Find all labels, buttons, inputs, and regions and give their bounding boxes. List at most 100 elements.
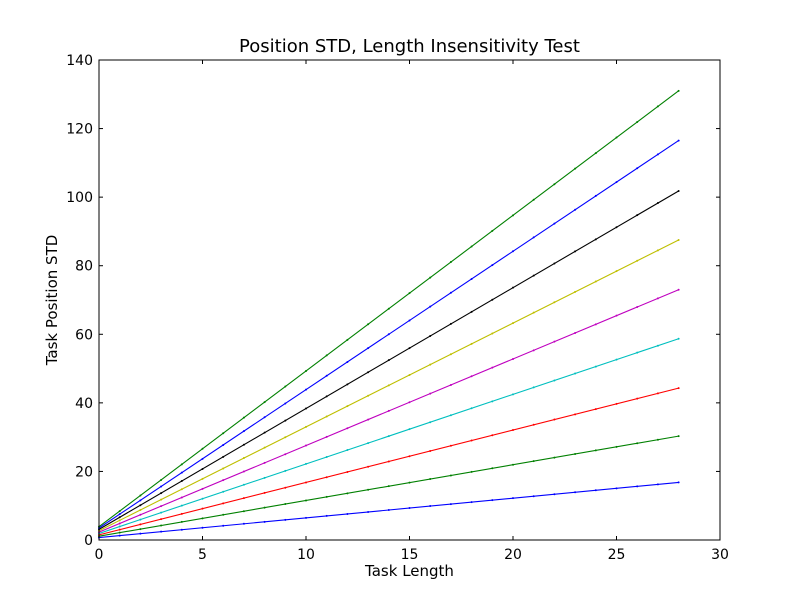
data-point — [677, 481, 680, 484]
x-tick-label: 0 — [95, 547, 104, 563]
data-point — [532, 274, 535, 277]
data-point — [139, 504, 142, 507]
data-point — [429, 305, 432, 308]
data-point — [180, 520, 183, 523]
data-point — [574, 372, 577, 375]
data-point — [677, 139, 680, 142]
data-point — [242, 510, 245, 513]
data-point — [367, 394, 370, 397]
data-point — [656, 392, 659, 395]
data-point — [284, 503, 287, 506]
data-point — [408, 347, 411, 350]
data-point — [656, 438, 659, 441]
data-point — [553, 262, 556, 265]
data-point — [470, 407, 473, 410]
data-point — [491, 434, 494, 437]
data-point — [408, 507, 411, 510]
data-point — [656, 483, 659, 486]
data-point — [429, 478, 432, 481]
data-point — [615, 487, 618, 490]
data-point — [201, 497, 204, 500]
data-point — [222, 479, 225, 482]
y-tick-label: 60 — [75, 327, 93, 343]
data-point — [470, 342, 473, 345]
data-point — [305, 369, 307, 372]
data-point — [284, 385, 287, 388]
data-point — [305, 516, 307, 519]
data-point — [242, 443, 245, 446]
data-point — [367, 465, 370, 468]
data-point — [242, 457, 245, 460]
data-point — [636, 259, 639, 262]
data-point — [449, 444, 452, 447]
data-point — [118, 522, 121, 525]
data-point — [594, 365, 597, 368]
data-point — [222, 432, 225, 435]
data-point — [160, 478, 163, 481]
data-point — [222, 524, 225, 527]
data-point — [305, 499, 307, 502]
tick-layer: 0 5 10 15 20 25 30 0 20 40 60 80 100 120 140 — [66, 53, 729, 563]
data-point — [160, 492, 163, 495]
data-point — [387, 485, 390, 488]
data-point — [387, 333, 390, 336]
data-point — [325, 476, 328, 479]
data-point — [532, 349, 535, 352]
data-point — [346, 338, 349, 341]
data-point — [346, 383, 349, 386]
data-point — [512, 286, 514, 289]
data-point — [491, 467, 494, 470]
data-point — [491, 400, 494, 403]
data-point — [180, 528, 183, 531]
data-point — [574, 332, 577, 334]
data-point — [594, 489, 597, 492]
data-point — [325, 455, 328, 458]
data-point — [222, 467, 225, 470]
data-point — [553, 456, 556, 459]
data-point — [677, 337, 680, 340]
data-point — [491, 366, 494, 369]
data-point — [284, 436, 287, 439]
data-point — [180, 471, 183, 474]
data-point — [615, 181, 618, 184]
data-point — [636, 485, 639, 488]
data-point — [346, 449, 349, 452]
data-point — [242, 522, 245, 525]
plot-area — [99, 60, 720, 540]
x-tick-label: 25 — [608, 547, 626, 563]
data-point — [325, 354, 328, 357]
data-point — [222, 513, 225, 516]
data-point — [532, 236, 535, 239]
data-point — [139, 532, 142, 535]
series-8 — [98, 139, 680, 529]
data-point — [325, 514, 328, 517]
data-point — [429, 421, 432, 424]
data-point — [201, 487, 204, 490]
data-point — [470, 501, 473, 504]
data-point — [263, 461, 266, 464]
data-point — [139, 494, 142, 497]
series-layer — [98, 89, 680, 539]
data-point — [346, 492, 349, 495]
data-point — [449, 353, 452, 356]
data-point — [553, 493, 556, 496]
data-point — [553, 183, 556, 186]
data-point — [449, 474, 452, 477]
series-1 — [98, 481, 680, 539]
data-point — [263, 416, 266, 419]
x-tick-label: 5 — [198, 547, 207, 563]
data-point — [429, 505, 432, 508]
data-point — [201, 467, 204, 470]
data-point — [284, 486, 287, 489]
data-point — [553, 340, 556, 343]
data-point — [263, 446, 266, 449]
data-point — [512, 429, 514, 432]
data-point — [118, 510, 121, 513]
data-point — [615, 136, 618, 139]
data-point — [118, 531, 121, 534]
data-point — [367, 442, 370, 445]
data-point — [429, 335, 432, 337]
data-point — [656, 105, 659, 108]
data-point — [470, 277, 473, 280]
